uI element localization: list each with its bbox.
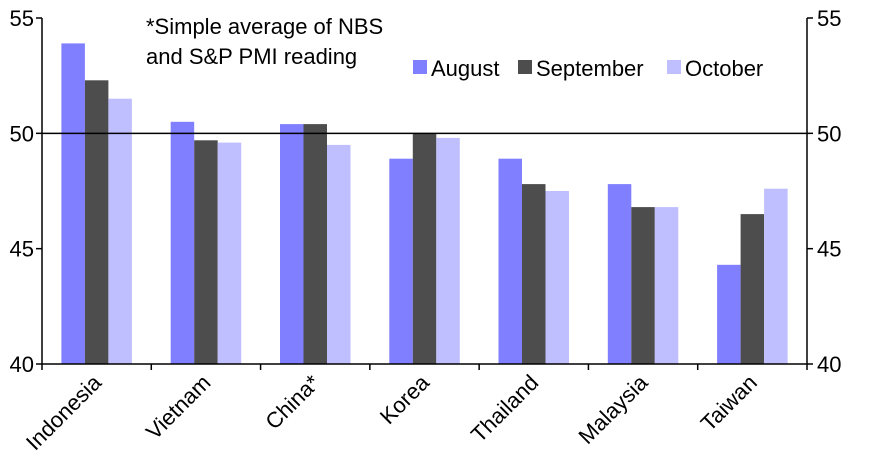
bar-september-vietnam	[194, 140, 218, 364]
bar-september-indonesia	[84, 80, 109, 365]
bar-august-indonesia	[61, 43, 85, 365]
bar-august-china	[280, 124, 304, 364]
bar-august-malaysia	[607, 184, 632, 364]
y-tick-label-left-55: 55	[10, 6, 34, 31]
bar-october-vietnam	[217, 142, 242, 364]
legend-swatch-october	[667, 60, 681, 74]
y-tick-label-right-50: 50	[817, 121, 841, 146]
category-label-indonesia: Indonesia	[21, 369, 107, 455]
bar-september-china	[303, 124, 327, 364]
bar-october-korea	[436, 137, 460, 364]
y-tick-label-left-40: 40	[10, 352, 34, 377]
bar-august-thailand	[498, 158, 522, 364]
category-label-vietnam: Vietnam	[141, 370, 215, 444]
y-tick-label-left-45: 45	[10, 237, 34, 262]
category-label-taiwan: Taiwan	[696, 370, 762, 436]
y-tick-label-right-40: 40	[817, 352, 841, 377]
annotation: *Simple average of NBS and S&P PMI readi…	[146, 14, 383, 69]
legend: August September October	[413, 56, 763, 81]
y-tick-label-right-45: 45	[817, 237, 841, 262]
legend-label-october: October	[685, 56, 763, 81]
bar-october-malaysia	[654, 207, 679, 364]
bar-september-taiwan	[740, 214, 765, 364]
bar-october-indonesia	[108, 98, 132, 364]
legend-label-august: August	[431, 56, 500, 81]
y-tick-label-left-50: 50	[10, 121, 34, 146]
bar-september-korea	[412, 133, 437, 364]
bar-august-taiwan	[717, 264, 741, 364]
bar-october-taiwan	[764, 188, 788, 364]
bar-august-korea	[389, 158, 413, 364]
category-label-malaysia: Malaysia	[574, 369, 654, 449]
annotation-line-1: *Simple average of NBS	[146, 14, 383, 39]
legend-label-september: September	[536, 56, 644, 81]
bars-layer	[61, 43, 788, 365]
category-label-thailand: Thailand	[466, 370, 543, 447]
annotation-line-2: and S&P PMI reading	[146, 44, 357, 69]
legend-swatch-august	[413, 60, 427, 74]
legend-swatch-september	[518, 60, 532, 74]
bar-september-thailand	[522, 184, 546, 364]
axes-layer	[36, 17, 813, 370]
category-label-china: China*	[260, 370, 325, 435]
bar-september-malaysia	[631, 207, 655, 364]
bar-october-china	[327, 144, 351, 364]
bar-august-vietnam	[170, 121, 195, 364]
y-tick-label-right-55: 55	[817, 6, 841, 31]
category-label-korea: Korea	[375, 369, 435, 429]
bar-october-thailand	[545, 191, 569, 364]
